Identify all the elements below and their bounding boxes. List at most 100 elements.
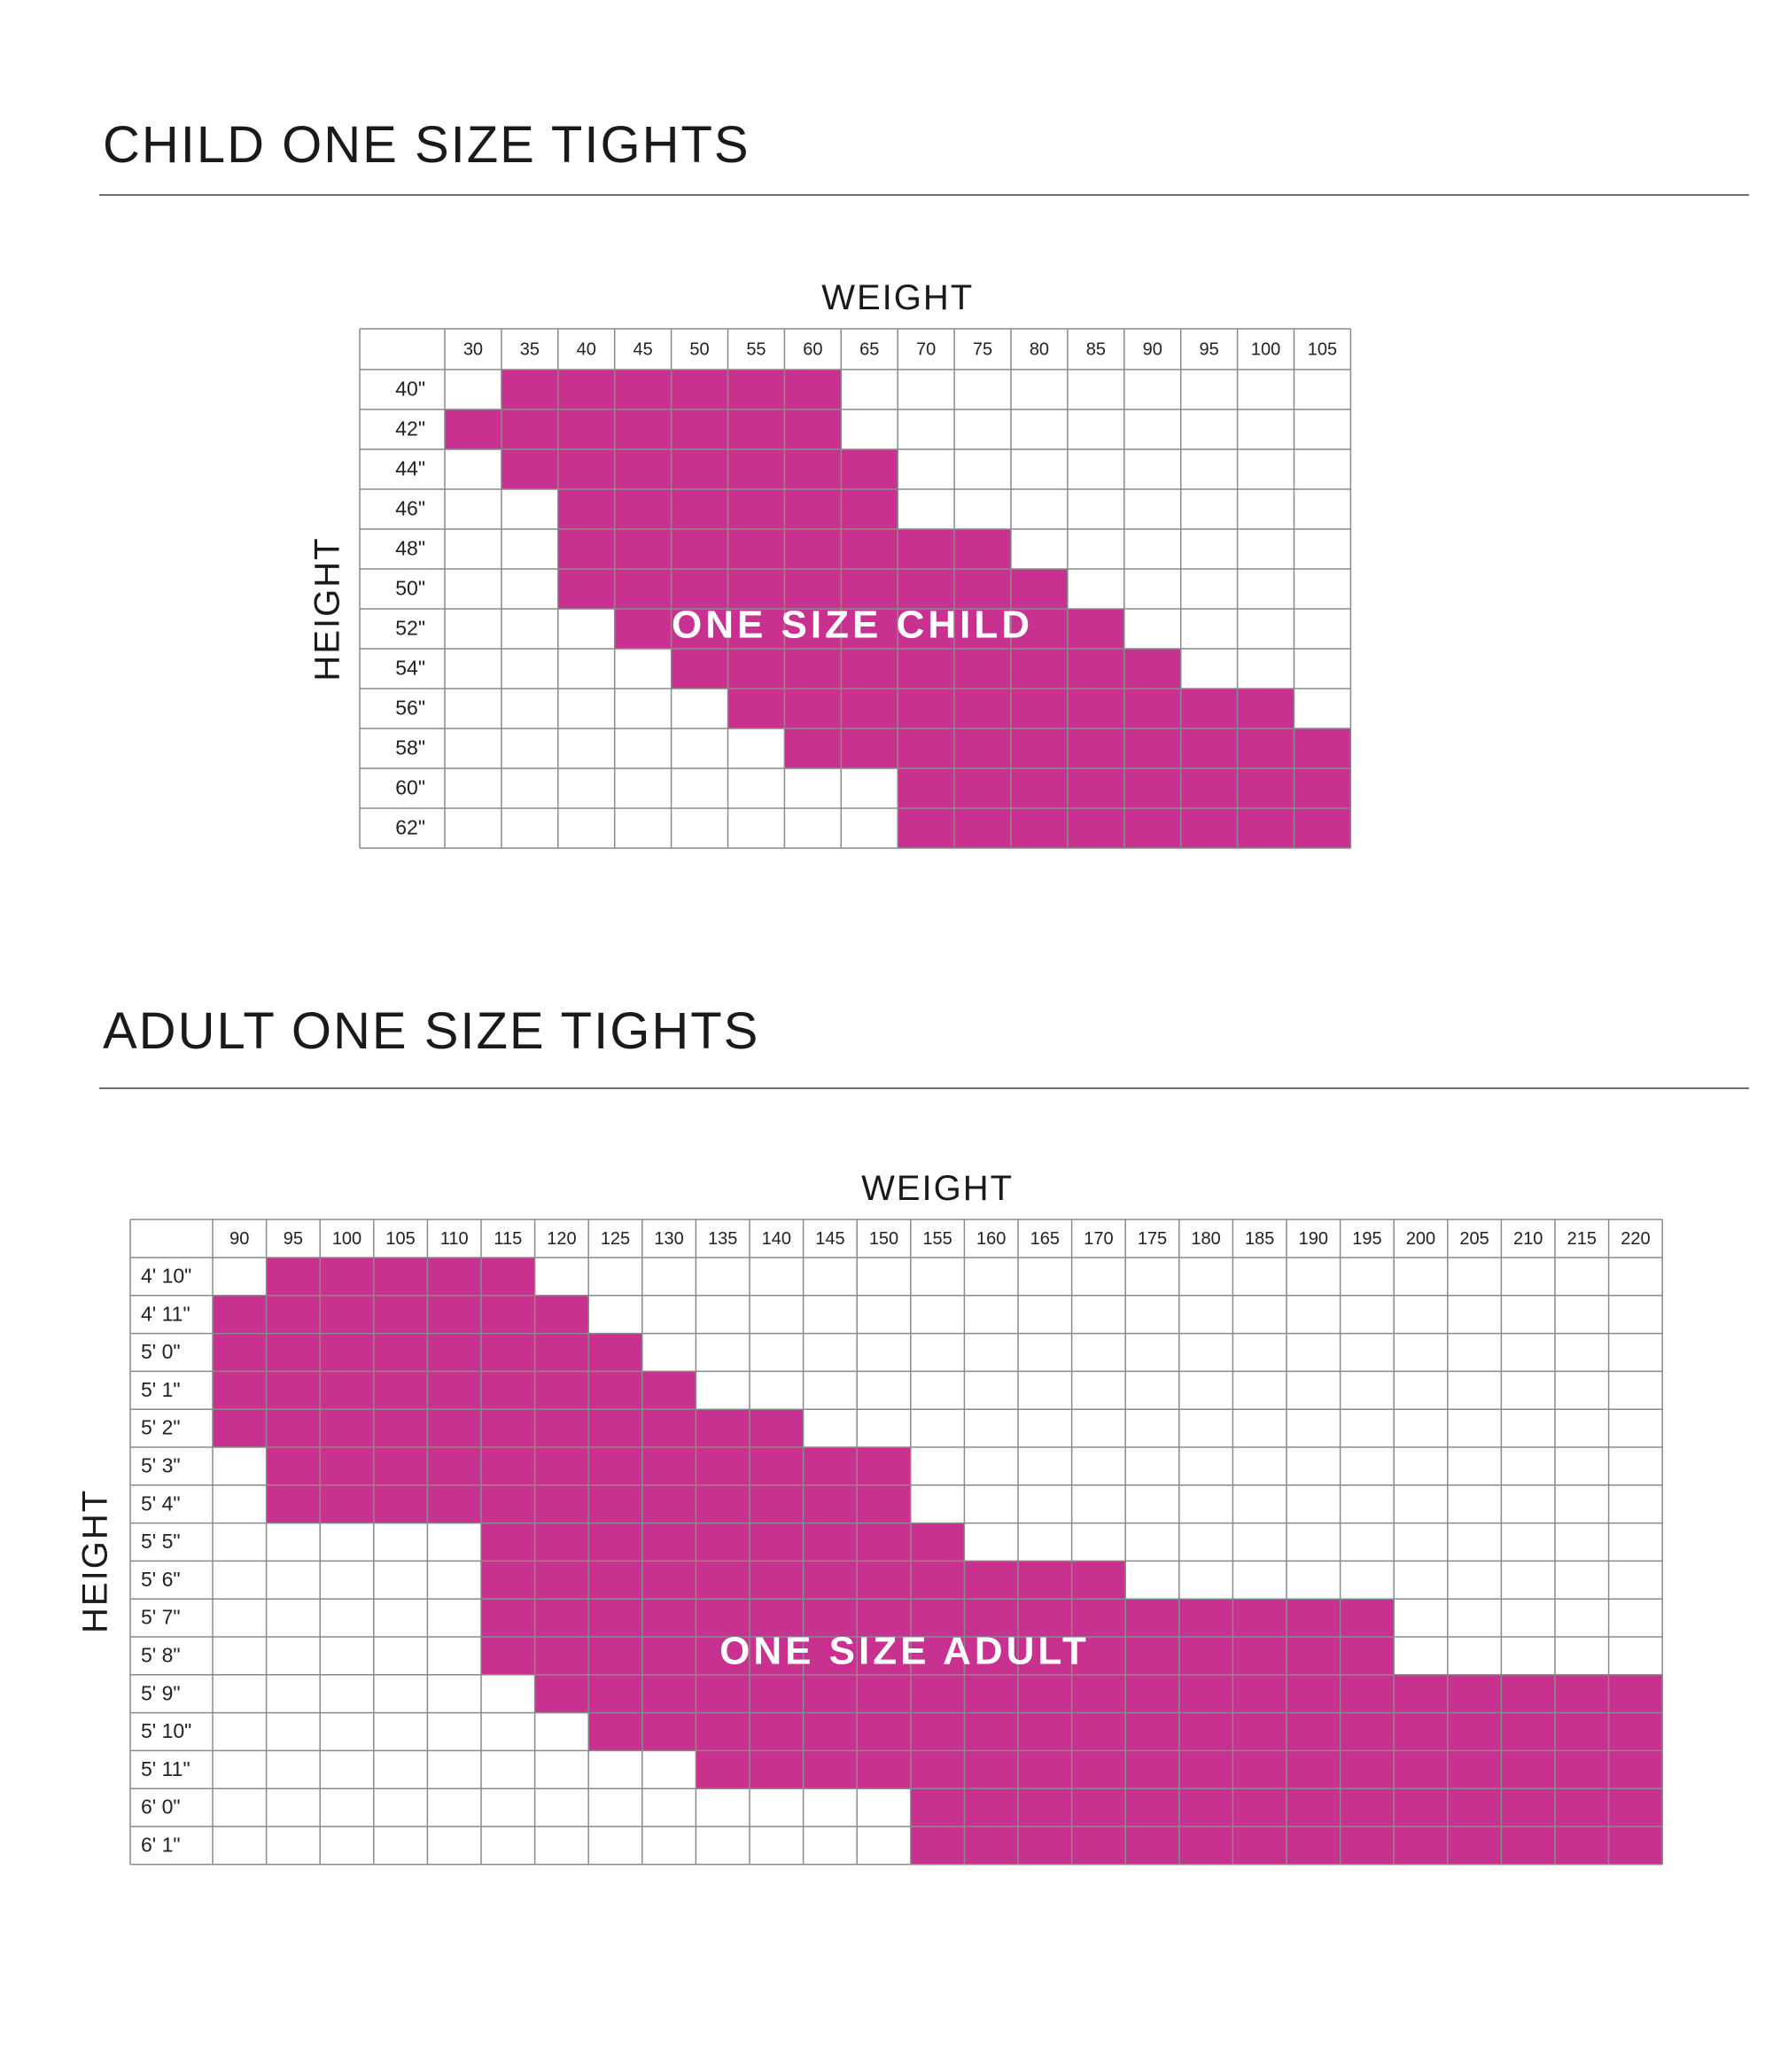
adult-zone-label: ONE SIZE ADULT: [719, 1630, 1090, 1673]
adult-weight-tick: 140: [762, 1229, 791, 1249]
adult-weight-tick: 180: [1191, 1229, 1220, 1249]
child-height-tick: 58": [395, 736, 425, 759]
adult-fit-range-9: [481, 1599, 1395, 1638]
child-weight-tick: 55: [746, 339, 766, 359]
adult-weight-tick: 145: [815, 1229, 844, 1249]
adult-weight-tick: 115: [494, 1229, 522, 1249]
adult-weight-tick: 105: [385, 1229, 415, 1249]
child-weight-tick: 40: [577, 339, 596, 359]
adult-height-tick: 4' 10": [141, 1264, 191, 1287]
adult-height-tick: 5' 0": [141, 1340, 181, 1363]
adult-weight-tick: 185: [1245, 1229, 1274, 1249]
child-fit-range-7: [671, 649, 1182, 689]
child-height-tick: 48": [395, 537, 425, 560]
child-height-tick: 60": [395, 776, 425, 799]
child-weight-tick: 105: [1308, 339, 1337, 359]
child-fit-range-2: [501, 449, 898, 490]
adult-height-tick: 5' 7": [141, 1606, 181, 1629]
child-weight-tick: 30: [463, 339, 483, 359]
adult-weight-tick: 110: [440, 1229, 469, 1249]
adult-weight-tick: 170: [1084, 1229, 1113, 1249]
adult-weight-tick: 120: [547, 1229, 576, 1249]
adult-size-section: ADULT ONE SIZE TIGHTS WEIGHT HEIGHT 90 95 10…: [0, 886, 1788, 2072]
adult-weight-tick: 195: [1352, 1229, 1381, 1249]
adult-height-tick: 5' 4": [141, 1492, 181, 1515]
adult-weight-tick: 190: [1299, 1229, 1328, 1249]
adult-section-divider: [99, 1087, 1749, 1089]
adult-fit-range-3: [213, 1371, 696, 1410]
child-height-tick: 62": [395, 816, 425, 839]
child-x-axis-title: WEIGHT: [821, 278, 974, 317]
adult-weight-tick: 150: [869, 1229, 898, 1249]
child-fit-range-1: [445, 409, 842, 450]
child-height-tick: 44": [395, 457, 425, 480]
adult-height-tick: 5' 1": [141, 1378, 181, 1401]
child-weight-tick: 100: [1251, 339, 1280, 359]
child-height-tick: 52": [395, 617, 425, 640]
adult-height-tick: 5' 9": [141, 1681, 181, 1704]
child-height-tick: 54": [395, 657, 425, 680]
adult-weight-tick: 90: [229, 1229, 249, 1249]
adult-weight-tick: 95: [284, 1229, 303, 1249]
adult-height-tick: 6' 1": [141, 1833, 181, 1856]
adult-weight-tick: 210: [1513, 1229, 1543, 1249]
child-weight-tick: 90: [1143, 339, 1162, 359]
adult-section-title: ADULT ONE SIZE TIGHTS: [103, 1002, 760, 1060]
adult-fit-range-4: [213, 1409, 805, 1448]
adult-grid: [129, 1219, 1663, 1866]
child-section-title: CHILD ONE SIZE TIGHTS: [103, 116, 750, 174]
child-zone-label: ONE SIZE CHILD: [672, 604, 1033, 647]
adult-fit-range-1: [213, 1295, 589, 1335]
adult-weight-tick: 125: [601, 1229, 630, 1249]
child-height-tick: 40": [395, 378, 425, 401]
child-weight-tick: 70: [916, 339, 936, 359]
adult-weight-tick: 100: [332, 1229, 361, 1249]
adult-weight-tick: 160: [976, 1229, 1006, 1249]
child-weight-tick: 80: [1030, 339, 1049, 359]
child-fit-range-5: [557, 569, 1069, 610]
adult-fit-range-10: [481, 1637, 1395, 1676]
child-height-tick: 42": [395, 417, 425, 440]
adult-height-tick: 5' 6": [141, 1568, 181, 1591]
adult-height-tick: 5' 11": [141, 1757, 190, 1780]
adult-size-chart: WEIGHT HEIGHT 90 95 100 105 110 115 120 125 130 135…: [76, 1169, 1663, 1866]
child-height-tick: 50": [395, 577, 425, 600]
child-height-tick: 56": [395, 697, 425, 720]
child-weight-tick: 50: [689, 339, 709, 359]
adult-weight-tick: 175: [1138, 1229, 1167, 1249]
child-weight-tick: 35: [520, 339, 540, 359]
child-section-divider: [99, 194, 1749, 196]
child-weight-tick: 75: [973, 339, 992, 359]
adult-fit-range-11: [534, 1674, 1663, 1714]
child-weight-tick: 85: [1086, 339, 1106, 359]
adult-height-tick: 6' 0": [141, 1795, 181, 1819]
adult-height-tick: 4' 11": [141, 1302, 190, 1325]
child-weight-tick: 95: [1200, 339, 1219, 359]
adult-height-tick: 5' 2": [141, 1416, 181, 1439]
child-fit-range-6: [614, 609, 1125, 650]
adult-weight-tick: 215: [1567, 1229, 1597, 1249]
adult-fit-range-0: [266, 1258, 536, 1297]
adult-weight-tick: 155: [922, 1229, 952, 1249]
adult-height-tick: 5' 3": [141, 1453, 181, 1476]
adult-weight-tick: 130: [654, 1229, 683, 1249]
child-y-axis-title: HEIGHT: [308, 536, 347, 681]
adult-weight-tick: 165: [1030, 1229, 1060, 1249]
adult-weight-tick: 205: [1459, 1229, 1489, 1249]
adult-x-axis-title: WEIGHT: [861, 1169, 1014, 1208]
child-weight-tick: 65: [859, 339, 879, 359]
child-grid: [359, 328, 1352, 849]
adult-fit-range-7: [481, 1523, 965, 1562]
child-weight-tick: 60: [803, 339, 822, 359]
adult-weight-tick: 220: [1621, 1229, 1650, 1249]
child-size-section: CHILD ONE SIZE TIGHTS WEIGHT HEIGHT 30 35 40…: [0, 0, 1788, 886]
adult-height-tick: 5' 5": [141, 1530, 181, 1553]
adult-weight-tick: 200: [1406, 1229, 1435, 1249]
child-weight-tick: 45: [634, 339, 653, 359]
adult-height-tick: 5' 10": [141, 1719, 191, 1742]
adult-weight-tick: 135: [708, 1229, 737, 1249]
child-size-chart: WEIGHT HEIGHT 30 35 40 45 50 55 60 65 70 75 80 85 90 95…: [308, 278, 1352, 849]
adult-y-axis-title: HEIGHT: [76, 1489, 115, 1633]
adult-height-tick: 5' 8": [141, 1643, 181, 1666]
child-height-tick: 46": [395, 497, 425, 520]
